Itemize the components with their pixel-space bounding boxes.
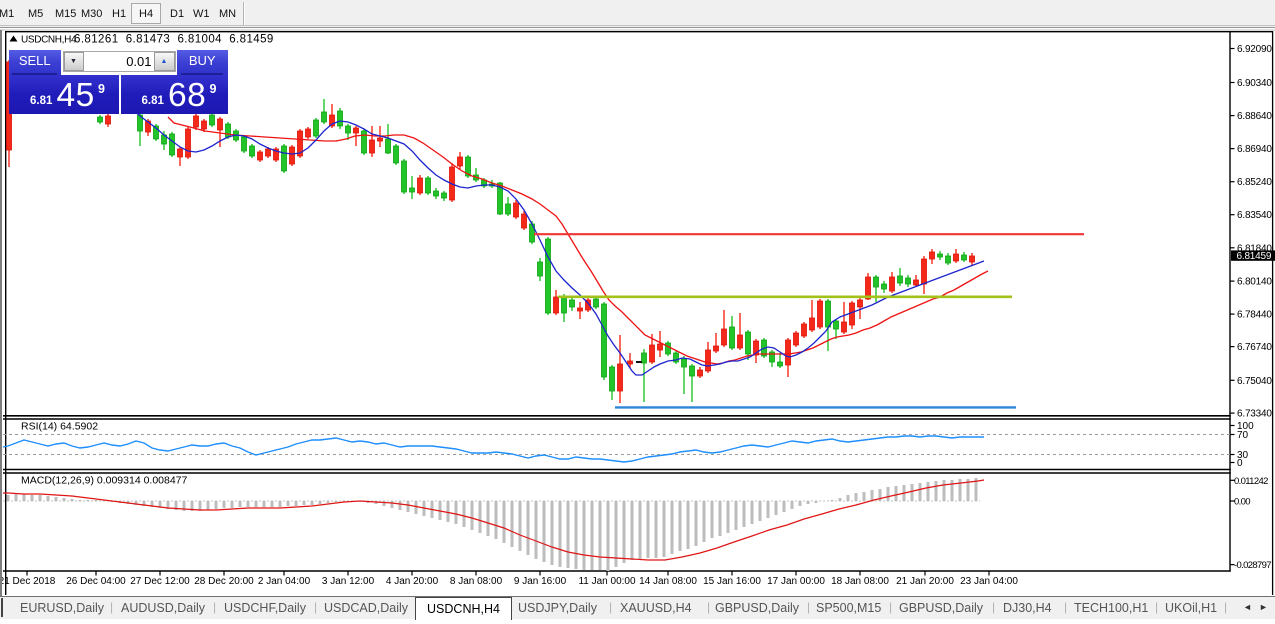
svg-text:100: 100 — [1237, 421, 1254, 432]
svg-text:6.73340: 6.73340 — [1237, 409, 1272, 420]
svg-text:2 Jan 04:00: 2 Jan 04:00 — [258, 576, 311, 587]
svg-text:MACD(12,26,9) 0.009314 0.00847: MACD(12,26,9) 0.009314 0.008477 — [21, 475, 188, 487]
svg-text:30: 30 — [1237, 450, 1249, 461]
svg-text:0.011242: 0.011242 — [1234, 476, 1268, 487]
svg-text:4 Jan 20:00: 4 Jan 20:00 — [386, 576, 439, 587]
svg-text:8 Jan 08:00: 8 Jan 08:00 — [450, 576, 503, 587]
svg-text:3 Jan 12:00: 3 Jan 12:00 — [322, 576, 375, 587]
svg-text:6.86940: 6.86940 — [1237, 144, 1272, 155]
svg-text:6.90340: 6.90340 — [1237, 78, 1272, 89]
svg-text:15 Jan 16:00: 15 Jan 16:00 — [703, 576, 761, 587]
svg-text:6.75040: 6.75040 — [1237, 376, 1272, 387]
svg-text:6.92090: 6.92090 — [1237, 44, 1272, 55]
svg-text:0: 0 — [1237, 458, 1243, 469]
svg-text:6.88640: 6.88640 — [1237, 111, 1272, 122]
svg-text:14 Jan 08:00: 14 Jan 08:00 — [639, 576, 697, 587]
svg-text:RSI(14) 64.5902: RSI(14) 64.5902 — [21, 421, 98, 433]
svg-text:0.00: 0.00 — [1234, 497, 1250, 508]
svg-text:28 Dec 20:00: 28 Dec 20:00 — [194, 576, 254, 587]
svg-text:6.83540: 6.83540 — [1237, 210, 1272, 221]
svg-text:6.80140: 6.80140 — [1237, 277, 1272, 288]
svg-text:6.81840: 6.81840 — [1237, 243, 1272, 254]
svg-text:6.81459: 6.81459 — [1237, 251, 1272, 262]
svg-text:26 Dec 04:00: 26 Dec 04:00 — [66, 576, 126, 587]
svg-text:21 Dec 2018: 21 Dec 2018 — [0, 576, 56, 587]
svg-text:6.81261 6.81473 6.81004 6.8: 6.81261 6.81473 6.81004 6.81459 — [74, 34, 274, 46]
svg-text:USDCNH,H4: USDCNH,H4 — [21, 35, 77, 46]
svg-text:70: 70 — [1237, 430, 1249, 441]
svg-text:6.78440: 6.78440 — [1237, 310, 1272, 321]
svg-text:21 Jan 20:00: 21 Jan 20:00 — [896, 576, 954, 587]
svg-text:18 Jan 08:00: 18 Jan 08:00 — [831, 576, 889, 587]
svg-text:17 Jan 00:00: 17 Jan 00:00 — [767, 576, 825, 587]
svg-text:27 Dec 12:00: 27 Dec 12:00 — [130, 576, 190, 587]
svg-text:11 Jan 00:00: 11 Jan 00:00 — [578, 576, 636, 587]
svg-text:-0.028797: -0.028797 — [1234, 560, 1271, 571]
svg-text:9 Jan 16:00: 9 Jan 16:00 — [514, 576, 567, 587]
svg-text:6.76740: 6.76740 — [1237, 342, 1272, 353]
svg-text:23 Jan 04:00: 23 Jan 04:00 — [960, 576, 1018, 587]
svg-text:6.85240: 6.85240 — [1237, 177, 1272, 188]
